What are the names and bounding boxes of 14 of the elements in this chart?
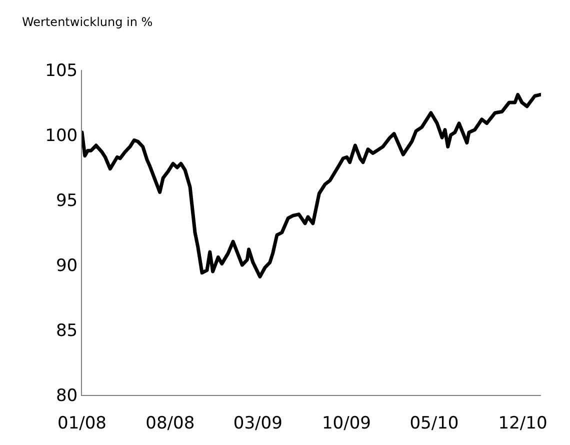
chart-title: Wertentwicklung in % xyxy=(22,15,153,30)
y-tick-label: 90 xyxy=(56,256,78,276)
line-series xyxy=(82,92,541,278)
y-tick-label: 80 xyxy=(56,386,78,406)
y-tick-label: 105 xyxy=(45,60,78,81)
y-tick-label: 100 xyxy=(45,126,78,146)
y-tick-label: 95 xyxy=(56,190,78,211)
x-tick-label: 10/09 xyxy=(322,413,371,434)
x-tick-label: 12/10 xyxy=(498,413,548,434)
x-tick-label: 05/10 xyxy=(410,413,459,434)
x-tick-label: 01/08 xyxy=(58,413,106,434)
x-tick-label: 03/09 xyxy=(233,413,282,434)
x-tick-label: 08/08 xyxy=(146,413,195,434)
y-tick-label: 85 xyxy=(56,320,78,341)
